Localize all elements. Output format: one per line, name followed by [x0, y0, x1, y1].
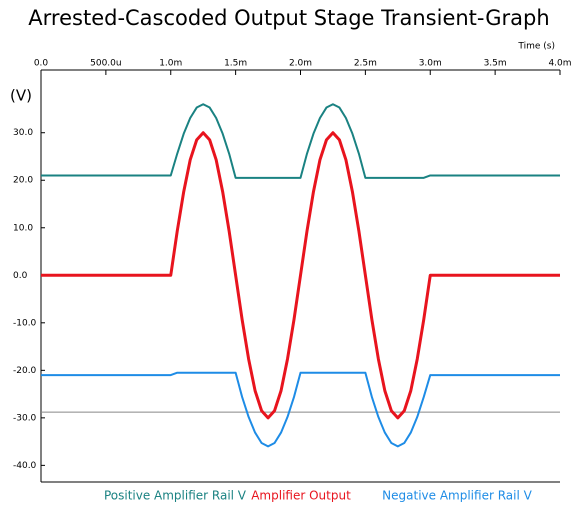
chart-title: Arrested-Cascoded Output Stage Transient… [28, 6, 549, 30]
x-tick-label: 2.0m [289, 59, 312, 69]
y-axis-label: (V) [10, 87, 32, 105]
x-tick-label: 500.0u [90, 59, 121, 69]
y-tick-label: -10.0 [13, 318, 37, 328]
x-tick-label: 1.5m [224, 59, 247, 69]
x-tick-label: 1.0m [159, 59, 182, 69]
x-tick-label: 0.0 [34, 59, 49, 69]
y-tick-label: -40.0 [13, 461, 37, 471]
series-line [41, 131, 560, 420]
y-tick-label: -20.0 [13, 366, 37, 376]
y-tick-label: 10.0 [13, 223, 33, 233]
x-tick-label: 4.0m [548, 59, 571, 69]
x-tick-label: 2.5m [354, 59, 377, 69]
legend-entry: Positive Amplifier Rail V [104, 489, 247, 503]
series-line [41, 371, 560, 448]
series-line [41, 103, 560, 179]
y-tick-label: 20.0 [13, 176, 33, 186]
y-tick-label: -30.0 [13, 413, 37, 423]
y-tick-label: 30.0 [13, 128, 33, 138]
x-axis-label: Time (s) [517, 42, 555, 52]
x-tick-label: 3.0m [419, 59, 442, 69]
x-tick-label: 3.5m [484, 59, 507, 69]
y-tick-label: 0.0 [13, 271, 28, 281]
legend-entry: Negative Amplifier Rail V [382, 489, 532, 503]
legend-entry: Amplifier Output [251, 489, 351, 503]
